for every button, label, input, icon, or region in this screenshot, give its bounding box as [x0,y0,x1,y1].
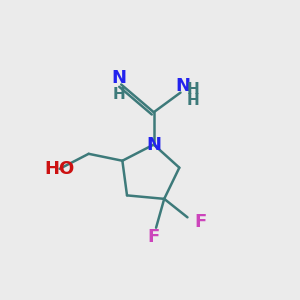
Text: F: F [194,213,206,231]
Text: N: N [111,69,126,87]
Text: H: H [112,87,125,102]
Text: H: H [187,93,200,108]
Text: H: H [187,82,200,97]
Text: N: N [175,77,190,95]
Text: HO: HO [44,160,75,178]
Text: N: N [146,136,161,154]
Text: F: F [148,228,160,246]
